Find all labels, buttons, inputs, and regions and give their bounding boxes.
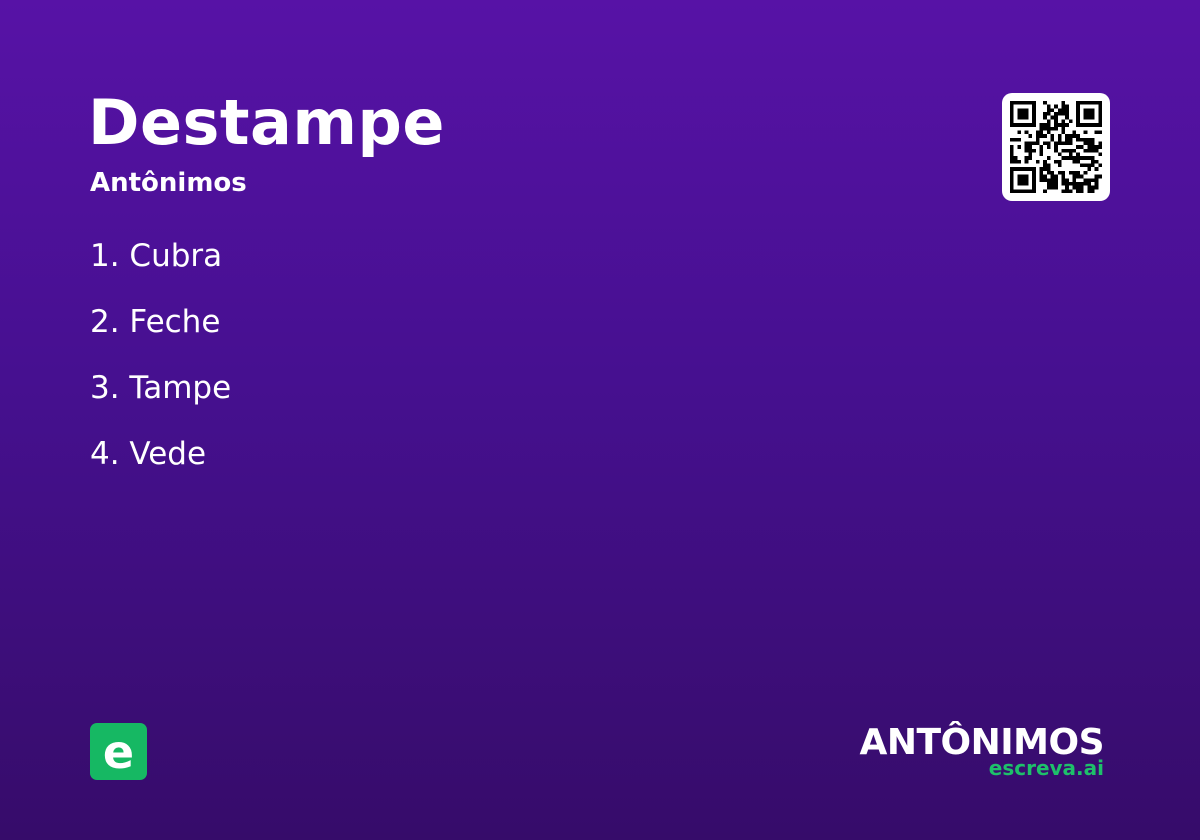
brand-logo: ANTÔNIMOS escreva.ai — [859, 722, 1104, 780]
escreva-logo-icon: e — [90, 723, 147, 780]
antonym-list: 1. Cubra 2. Feche 3. Tampe 4. Vede — [90, 236, 231, 500]
list-item: 2. Feche — [90, 304, 221, 340]
list-item: 1. Cubra — [90, 238, 223, 274]
logo-letter: e — [102, 724, 135, 779]
category-subtitle: Antônimos — [90, 168, 247, 198]
list-item: 4. Vede — [90, 436, 207, 472]
brand-main: ANTÔNIMOS — [859, 722, 1104, 763]
brand-sub: escreva.ai — [988, 756, 1104, 780]
word-title: Destampe — [88, 86, 445, 159]
qr-code-icon[interactable] — [1002, 93, 1110, 201]
list-item: 3. Tampe — [90, 370, 232, 406]
